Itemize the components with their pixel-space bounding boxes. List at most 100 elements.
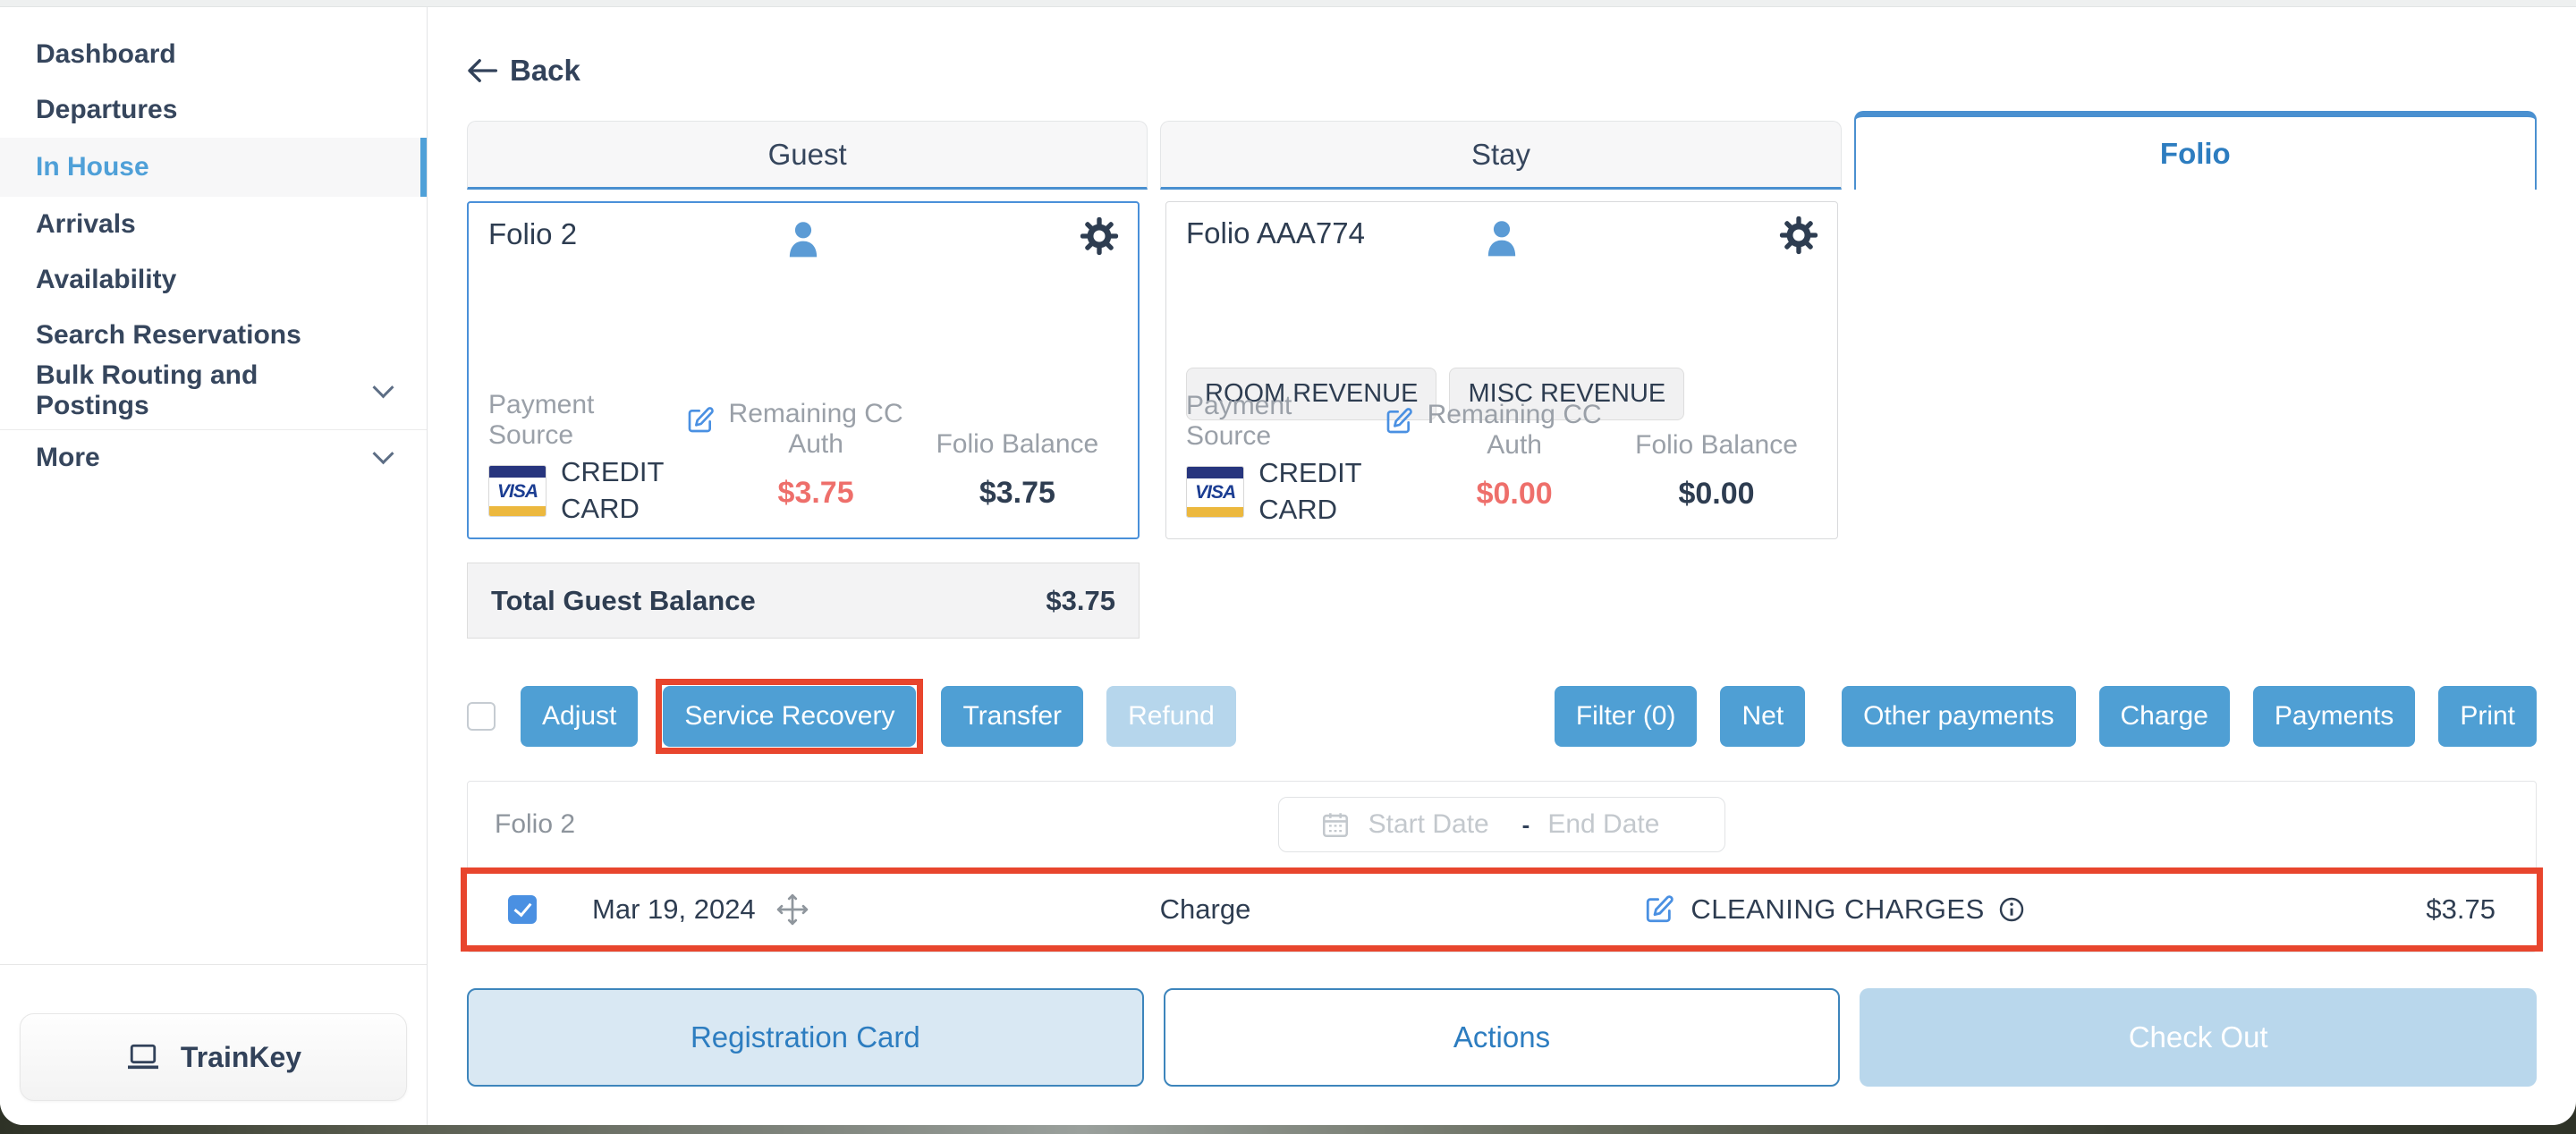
chevron-down-icon [372, 376, 394, 398]
payment-source-label: Payment Source [1186, 391, 1292, 452]
app-window: Dashboard Departures In House Arrivals A… [0, 7, 2576, 1125]
folio-card-title: Folio AAA774 [1186, 216, 1365, 250]
folio-card-summary: Payment Source VISA CREDIT CARD [488, 390, 1118, 527]
visa-logo-text: VISA [1195, 481, 1236, 503]
actions-button[interactable]: Actions [1163, 988, 1841, 1087]
person-icon [1479, 216, 1525, 267]
check-out-button[interactable]: Check Out [1860, 988, 2537, 1087]
total-guest-balance-value: $3.75 [1046, 584, 1115, 616]
gear-icon[interactable] [1079, 216, 1120, 261]
tab-label: Stay [1470, 137, 1531, 171]
edit-icon[interactable] [1385, 407, 1413, 436]
card-type-label: CREDIT CARD [561, 456, 664, 524]
sidebar-item-departures[interactable]: Departures [0, 82, 427, 138]
end-date-input[interactable] [1547, 809, 1684, 840]
visa-logo: VISA [1186, 465, 1245, 518]
folio-card-folio-2[interactable]: Folio 2 Payment Source [467, 201, 1140, 539]
sidebar: Dashboard Departures In House Arrivals A… [0, 7, 428, 1125]
tab-label: Folio [2159, 136, 2231, 170]
trainkey-button[interactable]: TrainKey [20, 1013, 407, 1101]
folio-table-header: Folio 2 - [468, 782, 2536, 867]
card-type-label: CREDIT CARD [1258, 457, 1362, 525]
folio-table: Folio 2 - Mar 19, 2024 Ch [461, 781, 2543, 952]
sidebar-nav: Dashboard Departures In House Arrivals A… [0, 7, 427, 485]
tab-stay[interactable]: Stay [1160, 121, 1842, 190]
sidebar-item-more[interactable]: More [0, 429, 427, 485]
start-date-input[interactable] [1368, 809, 1504, 840]
row-checkbox[interactable] [508, 895, 537, 924]
print-button[interactable]: Print [2438, 686, 2537, 747]
move-icon[interactable] [775, 893, 809, 927]
net-button[interactable]: Net [1720, 686, 1806, 747]
registration-card-button[interactable]: Registration Card [467, 988, 1144, 1087]
laptop-icon [125, 1042, 161, 1072]
service-recovery-button[interactable]: Service Recovery [663, 686, 917, 747]
transaction-amount: $3.75 [2426, 893, 2496, 925]
main-content: Back Guest Stay Folio Folio 2 Pa [428, 7, 2576, 1125]
select-all-checkbox[interactable] [467, 702, 496, 731]
calendar-icon [1320, 809, 1351, 840]
refund-button[interactable]: Refund [1106, 686, 1236, 747]
date-separator: - [1521, 810, 1530, 838]
transaction-row[interactable]: Mar 19, 2024 Charge CLEANING CHARGES $3.… [467, 874, 2537, 945]
back-button[interactable]: Back [467, 54, 580, 88]
sidebar-item-dashboard[interactable]: Dashboard [0, 27, 427, 82]
folio-cards: Folio 2 Payment Source [467, 201, 2537, 539]
sidebar-item-availability[interactable]: Availability [0, 252, 427, 308]
visa-logo: VISA [488, 464, 547, 517]
sidebar-item-label: Availability [36, 265, 177, 294]
sidebar-item-in-house[interactable]: In House [0, 138, 427, 197]
filter-button[interactable]: Filter (0) [1554, 686, 1698, 747]
sidebar-item-label: Bulk Routing and Postings [36, 360, 258, 420]
remaining-cc-auth: Remaining CC Auth $0.00 [1413, 400, 1615, 528]
folio-table-title: Folio 2 [495, 809, 576, 839]
payment-source: Payment Source VISA CREDIT CARD [488, 390, 715, 527]
person-icon [780, 217, 826, 268]
edit-icon[interactable] [1644, 894, 1674, 925]
tab-label: Guest [767, 137, 847, 171]
folio-toolbar: Adjust Service Recovery Transfer Refund … [467, 679, 2537, 754]
other-payments-button[interactable]: Other payments [1842, 686, 2076, 747]
sidebar-item-search-reservations[interactable]: Search Reservations [0, 308, 427, 363]
remaining-cc-auth-value: $0.00 [1476, 477, 1553, 511]
remaining-cc-auth-label: Remaining CC Auth [728, 399, 903, 459]
folio-balance: Folio Balance $3.75 [917, 429, 1118, 527]
tag-misc-revenue: MISC REVENUE [1449, 368, 1685, 420]
info-icon[interactable] [1997, 895, 2026, 924]
total-guest-balance: Total Guest Balance $3.75 [467, 563, 1140, 639]
date-range-picker[interactable]: - [1278, 797, 1725, 852]
sidebar-item-label: Dashboard [36, 39, 176, 69]
folio-balance-value: $3.75 [979, 476, 1055, 510]
window-top-strip [0, 0, 2576, 7]
sidebar-item-bulk-routing[interactable]: Bulk Routing and Postings [0, 360, 427, 420]
payments-button[interactable]: Payments [2252, 686, 2416, 747]
footer-actions: Registration Card Actions Check Out [467, 988, 2537, 1087]
adjust-button[interactable]: Adjust [521, 686, 639, 747]
payment-source-label: Payment Source [488, 390, 595, 451]
remaining-cc-auth-label: Remaining CC Auth [1427, 400, 1602, 460]
remaining-cc-auth: Remaining CC Auth $3.75 [715, 399, 916, 527]
gear-icon[interactable] [1778, 215, 1819, 260]
folio-balance-value: $0.00 [1678, 477, 1755, 511]
folio-card-summary: Payment Source VISA CREDIT CARD [1186, 391, 1818, 528]
sidebar-item-label: In House [36, 152, 149, 182]
back-arrow-icon [467, 58, 497, 83]
transaction-type: Charge [1159, 893, 1251, 925]
folio-card-folio-aaa774[interactable]: Folio AAA774 ROOM REVENUE MISC REVENUE P… [1165, 201, 1838, 539]
sidebar-item-label: Search Reservations [36, 320, 301, 350]
sidebar-footer: TrainKey [0, 964, 427, 1125]
folio-balance-label: Folio Balance [1635, 430, 1798, 460]
remaining-cc-auth-value: $3.75 [777, 476, 854, 510]
folio-balance-label: Folio Balance [936, 429, 1099, 459]
service-recovery-highlight-frame: Service Recovery [656, 679, 924, 754]
sidebar-item-label: Arrivals [36, 209, 136, 239]
sidebar-item-arrivals[interactable]: Arrivals [0, 197, 427, 252]
charge-button[interactable]: Charge [2098, 686, 2230, 747]
back-label: Back [510, 54, 580, 87]
tab-guest[interactable]: Guest [467, 121, 1148, 190]
transfer-button[interactable]: Transfer [941, 686, 1084, 747]
tab-folio[interactable]: Folio [1853, 111, 2537, 190]
trainkey-label: TrainKey [180, 1040, 302, 1073]
tab-bar: Guest Stay Folio [467, 111, 2537, 190]
edit-icon[interactable] [686, 406, 715, 435]
